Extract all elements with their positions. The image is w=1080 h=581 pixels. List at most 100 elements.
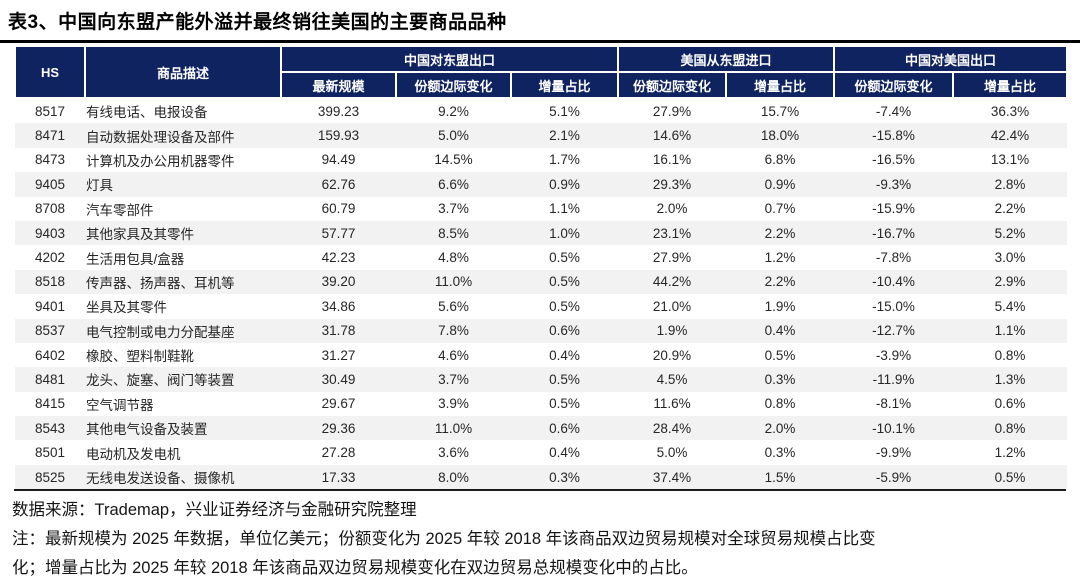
value-cell: 1.5% — [726, 464, 835, 490]
table-row: 8708 汽车零部件 60.79 3.7% 1.1% 2.0% 0.7% -15.9% 2.2% — [15, 197, 1067, 221]
value-cell: 2.0% — [726, 416, 835, 441]
value-cell: 3.0% — [994, 250, 1026, 266]
value-cell: 27.28 — [321, 445, 356, 461]
product-desc: 自动数据处理设备及部件 — [85, 123, 281, 148]
sub-header-share-change-2: 份额边际变化 — [617, 71, 728, 99]
value-cell: 11.6% — [653, 396, 691, 412]
value-cell: 2.2% — [726, 269, 835, 295]
table-row: 9403 其他家具及其零件 57.77 8.5% 1.0% 23.1% 2.2% -16.7%… — [15, 220, 1068, 246]
value-cell: 0.8% — [953, 416, 1068, 441]
hs-code: 8537 — [15, 318, 85, 343]
title-rule — [0, 40, 1080, 43]
value-cell: 3.7% — [396, 367, 511, 392]
hs-code: 8415 — [34, 396, 66, 412]
value-cell: 57.77 — [281, 220, 396, 246]
sub-header-share-change-3: 份额边际变化 — [833, 71, 955, 99]
value-cell: 62.76 — [281, 172, 396, 197]
table-footer: 数据来源：Trademap，兴业证券经济与金融研究院整理 注：最新规模为 202… — [12, 496, 1080, 581]
value-cell: 0.3% — [511, 464, 619, 490]
value-cell: 0.4% — [726, 318, 835, 343]
value-cell: -15.0% — [872, 298, 915, 314]
value-cell: 0.5% — [549, 250, 580, 266]
hs-code: 9403 — [15, 220, 85, 246]
value-cell: 44.2% — [618, 269, 727, 295]
hs-code: 8471 — [15, 123, 85, 148]
value-cell: 0.7% — [764, 201, 796, 217]
value-cell: 9.2% — [438, 103, 469, 119]
hs-code: 6402 — [34, 347, 66, 363]
table-row: 8537 电气控制或电力分配基座 31.78 7.8% 0.6% 1.9% 0.4% -12.… — [15, 318, 1068, 343]
value-cell: 1.9% — [618, 318, 727, 343]
product-desc: 有线电话、电报设备 — [86, 105, 208, 121]
hs-code: 8481 — [15, 367, 85, 392]
value-cell: 2.2% — [726, 220, 835, 246]
table-row: 8415 空气调节器 29.67 3.9% 0.5% 11.6% 0.8% -8.1% 0.6% — [15, 392, 1067, 416]
value-cell: 0.5% — [764, 347, 796, 363]
source-note: 数据来源：Trademap，兴业证券经济与金融研究院整理 — [12, 501, 417, 520]
value-cell: 1.2% — [994, 445, 1026, 461]
hs-code: 8525 — [15, 464, 85, 490]
hs-code: 9401 — [34, 298, 66, 314]
value-cell: 0.6% — [511, 318, 619, 343]
table-row: 8501 电动机及发电机 27.28 3.6% 0.4% 5.0% 0.3% -9.9% 1.2… — [15, 440, 1067, 464]
value-cell: 29.67 — [321, 396, 356, 412]
value-cell: 1.1% — [953, 318, 1068, 343]
value-cell: 4.5% — [618, 367, 727, 392]
product-desc: 其他家具及其零件 — [85, 220, 281, 246]
product-desc: 生活用包具/盒器 — [86, 251, 185, 267]
group-header-china-to-us: 中国对美国出口 — [833, 45, 1069, 73]
col-header-hs: HS — [14, 45, 86, 99]
value-cell: 11.0% — [396, 416, 511, 441]
value-cell: 16.1% — [652, 152, 692, 168]
sub-header-increment-share-1: 增量占比 — [509, 71, 620, 99]
value-cell: 3.6% — [438, 445, 469, 461]
hs-code: 8518 — [15, 269, 85, 295]
value-cell: 23.1% — [618, 220, 727, 246]
group-header-china-to-asean: 中国对东盟出口 — [279, 45, 620, 73]
table-row: 9405 灯具 62.76 6.6% 0.9% 29.3% 0.9% -9.3% 2.8% — [15, 172, 1068, 197]
value-cell: 1.0% — [511, 220, 619, 246]
value-cell: 4.6% — [438, 347, 469, 363]
value-cell: 2.9% — [953, 269, 1068, 295]
table-row: 8543 其他电气设备及装置 29.36 11.0% 0.6% 28.4% 2.0% -10.… — [15, 416, 1068, 441]
product-desc: 橡胶、塑料制鞋靴 — [86, 349, 194, 365]
value-cell: 5.1% — [549, 103, 580, 119]
value-cell: 3.9% — [438, 396, 469, 412]
value-cell: 0.4% — [549, 347, 580, 363]
value-cell: 0.6% — [994, 396, 1026, 412]
product-desc: 传声器、扬声器、耳机等 — [85, 269, 281, 295]
value-cell: 29.3% — [618, 172, 727, 197]
sub-header-latest-scale: 最新规模 — [280, 71, 397, 99]
value-cell: 42.4% — [953, 123, 1068, 148]
value-cell: 5.6% — [438, 298, 469, 314]
value-cell: 34.86 — [321, 298, 356, 314]
value-cell: 6.6% — [396, 172, 511, 197]
value-cell: 42.23 — [321, 250, 356, 266]
table-header: HS 商品描述 中国对东盟出口 美国从东盟进口 中国对美国出口 最新规模 份额边… — [14, 45, 1069, 99]
value-cell: 5.0% — [396, 123, 511, 148]
value-cell: -11.9% — [834, 367, 954, 392]
table-row: 8481 龙头、旋塞、阀门等装置 30.49 3.7% 0.5% 4.5% 0.3% -11.… — [15, 367, 1068, 392]
value-cell: 27.9% — [652, 250, 692, 266]
value-cell: 5.4% — [994, 298, 1026, 314]
value-cell: 1.1% — [549, 201, 580, 217]
note-line-1: 注：最新规模为 2025 年数据，单位亿美元；份额变化为 2025 年较 201… — [12, 530, 876, 549]
value-cell: 0.6% — [511, 416, 619, 441]
value-cell: 7.8% — [396, 318, 511, 343]
value-cell: 14.5% — [434, 152, 473, 168]
product-desc: 无线电发送设备、摄像机 — [85, 464, 281, 490]
value-cell: 0.8% — [764, 396, 796, 412]
value-cell: 159.93 — [281, 123, 396, 148]
value-cell: 0.5% — [511, 269, 619, 295]
value-cell: 11.0% — [396, 269, 511, 295]
value-cell: 2.1% — [511, 123, 619, 148]
product-desc: 计算机及办公用机器零件 — [86, 153, 235, 169]
value-cell: 5.2% — [953, 220, 1068, 246]
value-cell: 60.79 — [321, 201, 356, 217]
value-cell: 2.2% — [994, 201, 1026, 217]
value-cell: 0.8% — [994, 347, 1026, 363]
table-row: 8517 有线电话、电报设备 399.23 9.2% 5.1% 27.9% 15.7% -7.… — [15, 98, 1067, 123]
value-cell: -9.9% — [875, 445, 912, 461]
value-cell: -16.7% — [834, 220, 954, 246]
